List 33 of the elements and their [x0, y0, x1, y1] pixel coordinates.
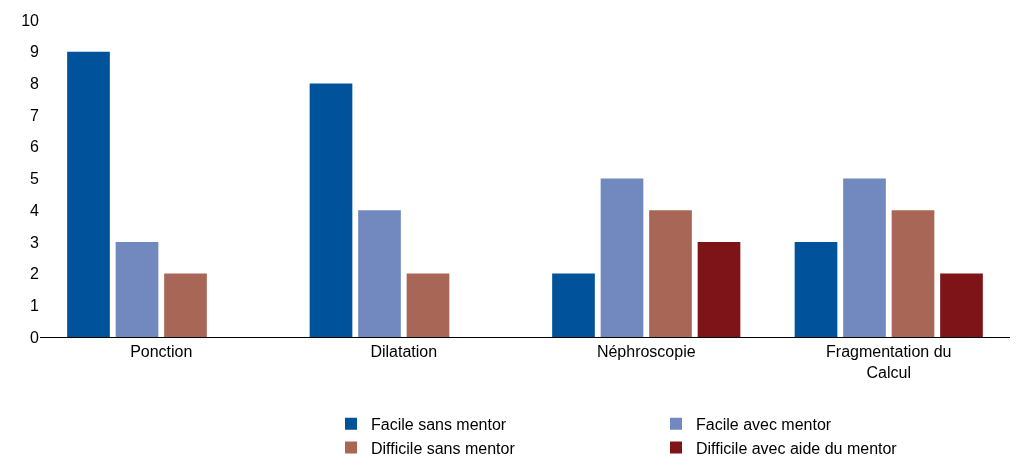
legend-label: Facile avec mentor — [696, 415, 832, 433]
bar — [891, 210, 935, 337]
y-tick-label: 9 — [30, 43, 40, 61]
y-tick-label: 8 — [30, 75, 40, 92]
x-tick-label: Dilatation — [370, 343, 438, 361]
y-tick-label: 7 — [30, 106, 40, 124]
y-tick-label: 2 — [30, 265, 40, 283]
bar — [649, 210, 692, 337]
bar — [67, 51, 110, 337]
bar — [600, 178, 644, 337]
bar — [309, 83, 353, 337]
bar — [940, 273, 983, 337]
y-tick-label: 0 — [30, 328, 40, 346]
y-tick-label: 4 — [30, 201, 40, 219]
legend-label: Difficile sans mentor — [371, 439, 516, 457]
bar — [358, 210, 401, 337]
y-tick-label: 3 — [30, 233, 40, 251]
y-tick-label: 10 — [21, 11, 40, 29]
legend-label: Difficile avec aide du mentor — [696, 439, 898, 457]
x-tick-label: Fragmentation du Calcul — [826, 343, 952, 381]
y-tick-label: 5 — [30, 170, 40, 188]
bar — [843, 178, 886, 337]
y-tick-label: 1 — [30, 296, 40, 314]
bar — [406, 273, 450, 337]
bar — [552, 273, 595, 337]
bar — [115, 241, 159, 337]
legend-label: Facile sans mentor — [371, 415, 507, 433]
y-tick-label: 6 — [30, 138, 40, 156]
x-tick-label: Néphroscopie — [596, 343, 696, 361]
bar — [794, 241, 838, 337]
x-tick-label: Ponction — [130, 343, 193, 361]
bar — [164, 273, 207, 337]
bar — [697, 241, 741, 337]
